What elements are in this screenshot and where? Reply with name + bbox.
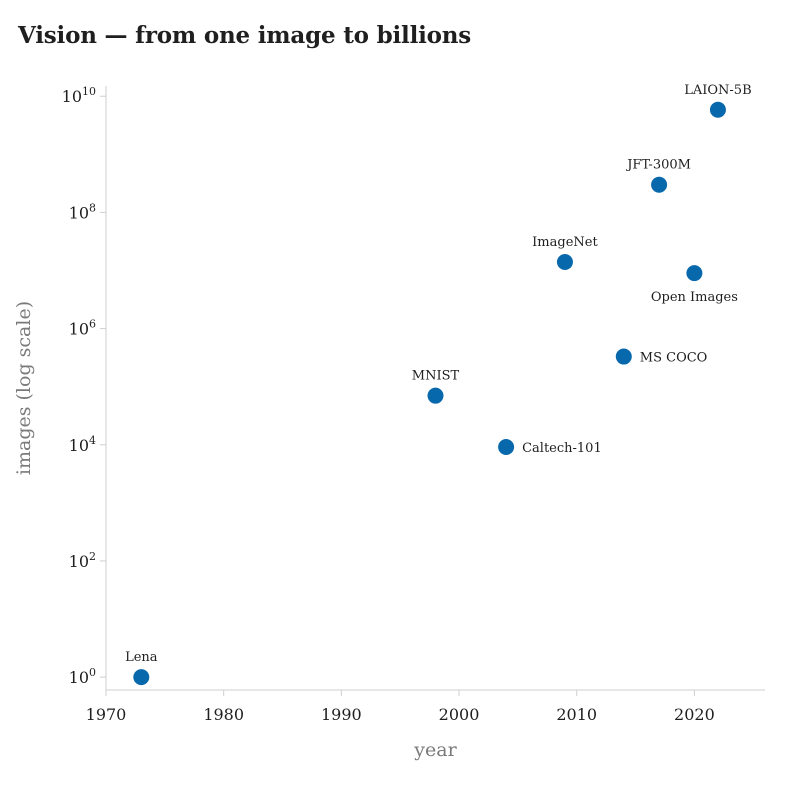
y-tick-label: 108: [69, 201, 96, 222]
y-tick-label: 106: [69, 318, 96, 339]
x-tick-label: 1980: [203, 705, 244, 724]
y-axis-title: images (log scale): [13, 301, 35, 475]
data-point-laion-5b: [709, 101, 726, 118]
data-point-ms-coco: [615, 348, 632, 365]
data-point-labels: Lena MNIST Caltech-101 ImageNet MS COCO JFT-3…: [125, 83, 752, 665]
data-point-jft-300m: [651, 176, 668, 193]
y-tick-label: 104: [69, 434, 96, 455]
data-label-mnist: MNIST: [412, 369, 460, 384]
data-point-open-images: [686, 265, 703, 282]
x-tick-label: 2010: [556, 705, 597, 724]
data-label-caltech-101: Caltech-101: [522, 441, 602, 456]
y-axis-ticks: 100 102 104 106 108 1010: [62, 85, 106, 687]
data-point-lena: [133, 669, 150, 686]
data-label-lena: Lena: [125, 650, 158, 665]
y-tick-label: 1010: [62, 85, 96, 106]
x-axis-ticks: 1970 1980 1990 2000 2010 2020: [86, 690, 715, 724]
x-tick-label: 2000: [439, 705, 480, 724]
x-tick-label: 1990: [321, 705, 362, 724]
x-axis-title: year: [413, 739, 457, 761]
axes: [105, 86, 765, 691]
data-label-ms-coco: MS COCO: [640, 351, 708, 366]
x-tick-label: 1970: [86, 705, 127, 724]
chart-title: Vision — from one image to billions: [18, 22, 472, 49]
y-tick-label: 102: [69, 550, 96, 571]
data-point-caltech-101: [498, 439, 515, 456]
data-label-laion-5b: LAION-5B: [684, 83, 751, 98]
data-label-jft-300m: JFT-300M: [625, 158, 691, 173]
data-points: [133, 101, 726, 686]
data-label-imagenet: ImageNet: [532, 235, 598, 250]
data-label-open-images: Open Images: [651, 290, 738, 305]
data-point-mnist: [427, 387, 444, 404]
x-tick-label: 2020: [674, 705, 715, 724]
y-tick-label: 100: [69, 666, 96, 687]
data-point-imagenet: [556, 254, 573, 271]
